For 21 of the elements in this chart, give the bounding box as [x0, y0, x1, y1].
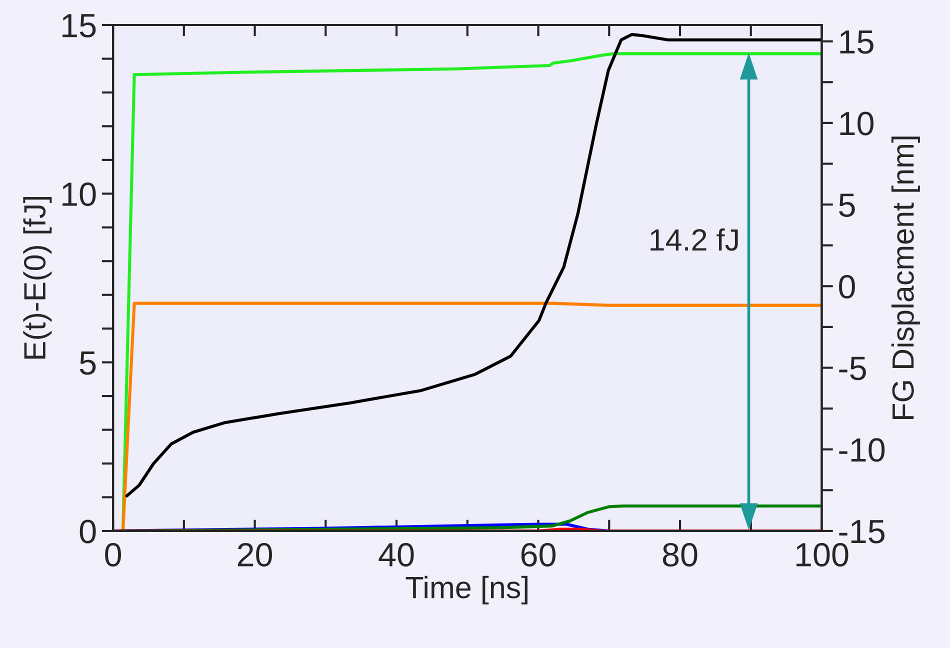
- x-tick-label: 60: [521, 542, 556, 567]
- annotation: 14.2 fJ: [650, 228, 738, 251]
- x-tick-label: 0: [105, 542, 122, 567]
- y2-tick-label: 15: [840, 30, 874, 54]
- y-axis-title: E(t)-E(0) [fJ]: [23, 196, 52, 359]
- y-tick-label: 10: [62, 182, 96, 206]
- y-tick-label: 15: [62, 14, 96, 38]
- y2-tick-label: 0: [839, 274, 855, 299]
- x-tick-label: 20: [238, 542, 272, 567]
- y-tick-label: 5: [80, 351, 96, 375]
- y2-tick-label: -15: [839, 520, 884, 544]
- y2-tick-label: -10: [839, 438, 885, 462]
- y2-tick-label: 10: [840, 112, 874, 136]
- y-tick-label: 0: [80, 520, 96, 544]
- x-tick-label: 100: [796, 542, 848, 567]
- x-tick-label: 40: [378, 542, 414, 567]
- y2-axis-title: FG Displacment [nm]: [891, 136, 920, 419]
- y2-tick-label: -5: [839, 356, 866, 380]
- x-axis-title: Time [ns]: [406, 576, 528, 604]
- x-tick-label: 80: [662, 542, 698, 567]
- y2-tick-label: 5: [839, 194, 855, 217]
